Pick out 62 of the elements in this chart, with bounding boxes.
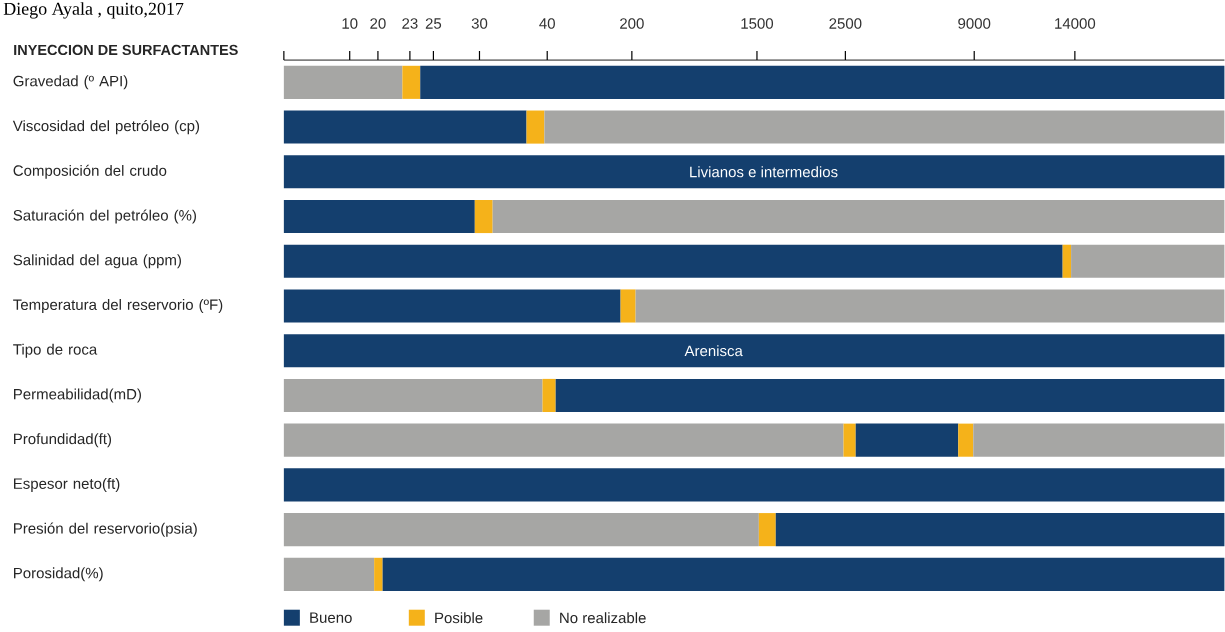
bar bbox=[283, 423, 844, 457]
bar bbox=[283, 289, 621, 323]
text: 2500 bbox=[829, 18, 862, 29]
y-tick-label: Permeabilidad(mD) bbox=[14, 388, 141, 403]
bar bbox=[973, 423, 1225, 457]
bar bbox=[420, 65, 1225, 100]
bar bbox=[855, 423, 959, 457]
text: Diego Ayala , quito,2017 bbox=[3, 2, 184, 19]
y-tick-label: Profundidad(ft) bbox=[14, 433, 112, 448]
y-tick-label: Porosidad(%) bbox=[14, 567, 103, 582]
text: 9000 bbox=[958, 18, 991, 29]
text: 25 bbox=[425, 18, 442, 29]
bar bbox=[283, 334, 1225, 368]
bar bbox=[620, 289, 636, 323]
text: 20 bbox=[370, 18, 386, 29]
text: 14000 bbox=[1055, 18, 1096, 29]
bar bbox=[283, 65, 403, 100]
bar bbox=[382, 557, 1225, 592]
bar bbox=[555, 379, 1225, 413]
y-tick-label: Temperatura del reservorio (ºF) bbox=[13, 299, 223, 314]
bar bbox=[542, 379, 556, 413]
bar bbox=[283, 513, 759, 547]
annotation: Livianos e intermedios bbox=[690, 166, 838, 178]
text: 1500 bbox=[741, 18, 774, 29]
text: INYECCION DE SURFACTANTES bbox=[14, 45, 238, 56]
bar bbox=[492, 200, 1225, 234]
bar bbox=[283, 468, 1225, 502]
y-tick-label: Salinidad del agua (ppm) bbox=[13, 254, 181, 269]
bar bbox=[474, 200, 493, 234]
bar bbox=[1071, 244, 1225, 278]
legend-label: No realizable bbox=[560, 612, 646, 624]
text: 40 bbox=[539, 18, 555, 29]
bar bbox=[958, 423, 974, 457]
bar bbox=[374, 557, 383, 592]
y-tick-label: Composición del crudo bbox=[13, 164, 167, 180]
bar bbox=[635, 289, 1225, 323]
bar bbox=[775, 513, 1225, 547]
y-tick-label: Tipo de roca bbox=[13, 343, 98, 358]
bar bbox=[283, 557, 375, 592]
legend-label: Bueno bbox=[310, 612, 352, 624]
legend-label: Posible bbox=[435, 612, 483, 624]
bar bbox=[526, 110, 545, 144]
bar bbox=[283, 200, 475, 234]
bar bbox=[1062, 244, 1072, 278]
annotation: Arenisca bbox=[684, 345, 743, 357]
bar bbox=[283, 244, 1063, 278]
y-tick-label: Saturación del petróleo (%) bbox=[13, 209, 196, 224]
text: 30 bbox=[471, 18, 488, 29]
bar bbox=[283, 379, 543, 413]
text: 23 bbox=[402, 18, 418, 29]
bar bbox=[544, 110, 1225, 144]
text: 10 bbox=[342, 18, 358, 29]
bar bbox=[843, 423, 856, 457]
y-tick-label: Espesor neto(ft) bbox=[14, 478, 120, 493]
y-tick-label: Viscosidad del petróleo (cp) bbox=[12, 120, 200, 135]
bar bbox=[758, 513, 776, 547]
bar bbox=[283, 110, 527, 144]
bar bbox=[402, 65, 421, 100]
bar bbox=[283, 155, 1225, 189]
y-tick-label: Presión del reservorio(psia) bbox=[14, 522, 197, 537]
text: 200 bbox=[620, 18, 644, 29]
y-tick-label: Gravedad (º API) bbox=[13, 75, 128, 90]
